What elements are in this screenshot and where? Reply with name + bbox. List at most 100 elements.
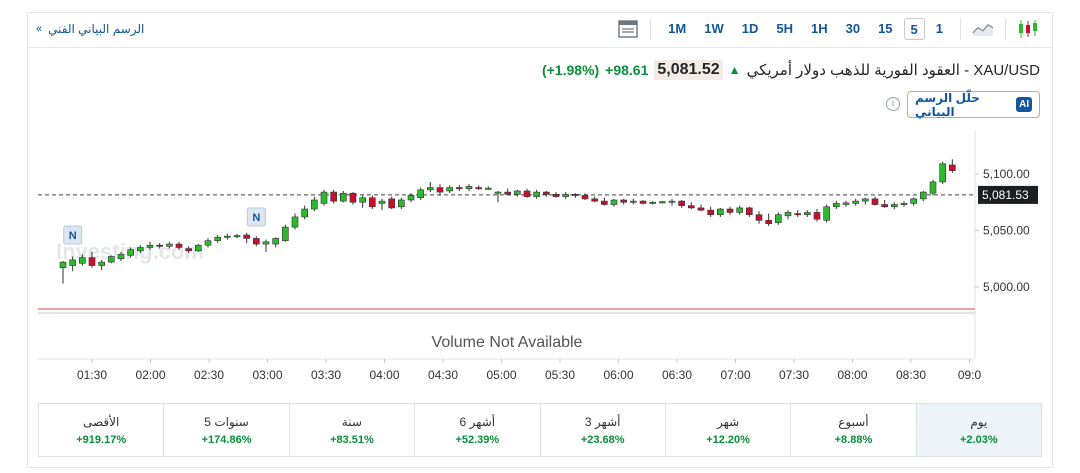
candle-down: [185, 248, 192, 252]
candle-down: [746, 207, 753, 215]
candle-down: [388, 198, 395, 209]
performance-period-label: شهر: [716, 414, 740, 429]
news-marker-box: [246, 207, 266, 227]
candle-up: [146, 244, 154, 248]
y-tick-label: 5,000.00: [983, 280, 1030, 294]
performance-period-label: أسبوع: [838, 414, 869, 429]
candle-up: [630, 200, 637, 203]
candle-up: [910, 198, 917, 204]
layout-icon[interactable]: [616, 17, 640, 41]
candlestick-chart[interactable]: Investing.com5,000.005,050.005,100.0001:…: [0, 0, 1080, 400]
candle-down: [591, 198, 598, 202]
period-selector: 1M 1W 1D 5H 1H 30 15 5 1: [661, 18, 950, 40]
candle-down: [707, 209, 714, 215]
candle-up: [514, 190, 521, 195]
news-marker-icon[interactable]: N: [246, 207, 266, 227]
candle-up: [262, 241, 270, 245]
period-option[interactable]: 1H: [810, 21, 828, 36]
candle-up: [301, 208, 308, 218]
candle-up: [137, 247, 144, 252]
period-option[interactable]: 1: [935, 21, 943, 36]
period-option[interactable]: 1W: [704, 21, 724, 36]
period-option[interactable]: 5H: [776, 21, 793, 36]
performance-period-label: 3 أشهر: [584, 414, 621, 429]
toolbar-separator: [960, 18, 961, 40]
x-tick-label: 07:00: [720, 368, 750, 382]
performance-period-label: 6 أشهر: [459, 414, 496, 429]
candle-down: [456, 187, 463, 190]
candle-up: [920, 191, 927, 200]
volume-not-available-text: Volume Not Available: [432, 334, 583, 351]
candle-down: [88, 257, 96, 266]
performance-cell[interactable]: 3 أشهر +23.68%: [540, 404, 666, 456]
period-option[interactable]: 15: [878, 21, 893, 36]
candle-up: [291, 216, 299, 228]
candle-down: [639, 200, 647, 204]
info-icon[interactable]: i: [886, 97, 900, 111]
performance-cell[interactable]: 5 سنوات +174.86%: [164, 404, 290, 456]
candlestick-chart-icon[interactable]: [1016, 17, 1040, 41]
candle-down: [813, 212, 821, 220]
candle-up: [929, 181, 937, 194]
x-tick-label: 03:00: [252, 368, 282, 382]
candle-down: [475, 187, 482, 190]
analyze-chart-button[interactable]: حلّل الرسم البياني AI: [907, 90, 1040, 119]
instrument-name: XAU/USD - العقود الفورية للذهب دولار أمر…: [746, 62, 1040, 79]
candle-up: [804, 212, 811, 215]
candle-down: [581, 195, 589, 200]
candle-up: [649, 201, 656, 204]
candle-up: [195, 244, 202, 252]
performance-change-value: +919.17%: [76, 433, 127, 446]
performance-change-value: +2.03%: [960, 433, 998, 446]
period-option[interactable]: 5: [903, 18, 925, 40]
candle-down: [369, 197, 376, 208]
period-option[interactable]: 1D: [741, 21, 759, 36]
performance-change-value: +174.86%: [201, 433, 252, 446]
candle-down: [572, 194, 579, 196]
performance-cell[interactable]: سنة +83.51%: [289, 404, 416, 456]
candle-down: [243, 234, 250, 239]
candle-up: [465, 186, 473, 189]
performance-cell[interactable]: 6 أشهر +52.39%: [415, 404, 541, 456]
performance-cell[interactable]: أسبوع +8.88%: [791, 404, 917, 456]
chart-widget-frame: [27, 12, 1053, 468]
candle-up: [398, 199, 405, 208]
candle-up: [900, 203, 908, 205]
candle-down: [601, 200, 608, 205]
ai-badge-icon: AI: [1016, 97, 1032, 112]
candle-up: [852, 200, 859, 204]
y-tick-label: 5,100.00: [983, 167, 1030, 181]
performance-cell[interactable]: الأقصى +919.17%: [39, 404, 165, 456]
candle-up: [320, 191, 328, 204]
x-tick-label: 05:30: [545, 368, 575, 382]
candle-up: [533, 191, 540, 197]
x-tick-label: 01:30: [77, 368, 107, 382]
performance-change-value: +8.88%: [834, 433, 873, 446]
candle-up: [775, 214, 782, 223]
candle-down: [156, 244, 163, 247]
candle-down: [330, 191, 337, 202]
candle-up: [69, 259, 76, 266]
candle-up: [359, 197, 366, 203]
candle-up: [610, 199, 618, 205]
analyze-chart-label: حلّل الرسم البياني: [915, 90, 980, 119]
candle-down: [349, 192, 357, 203]
candle-down: [949, 164, 956, 171]
period-option[interactable]: 1M: [668, 21, 687, 36]
line-chart-icon[interactable]: [971, 17, 995, 41]
news-marker-icon[interactable]: N: [63, 225, 83, 245]
double-chevron-icon: »: [36, 23, 43, 35]
candle-down: [881, 204, 888, 208]
candle-up: [862, 198, 869, 202]
performance-cell[interactable]: يوم +2.03%: [916, 404, 1041, 456]
candle-up: [117, 253, 125, 260]
technical-chart-link[interactable]: الرسم البياني الفني »: [36, 22, 144, 36]
candle-up: [494, 191, 502, 194]
performance-cell[interactable]: شهر +12.20%: [665, 404, 792, 456]
performance-period-label: الأقصى: [83, 414, 120, 429]
candle-up: [784, 212, 792, 217]
period-option[interactable]: 30: [845, 21, 861, 36]
toolbar-separator: [1005, 18, 1006, 40]
candle-up: [108, 256, 115, 263]
news-marker-label: N: [252, 212, 260, 224]
